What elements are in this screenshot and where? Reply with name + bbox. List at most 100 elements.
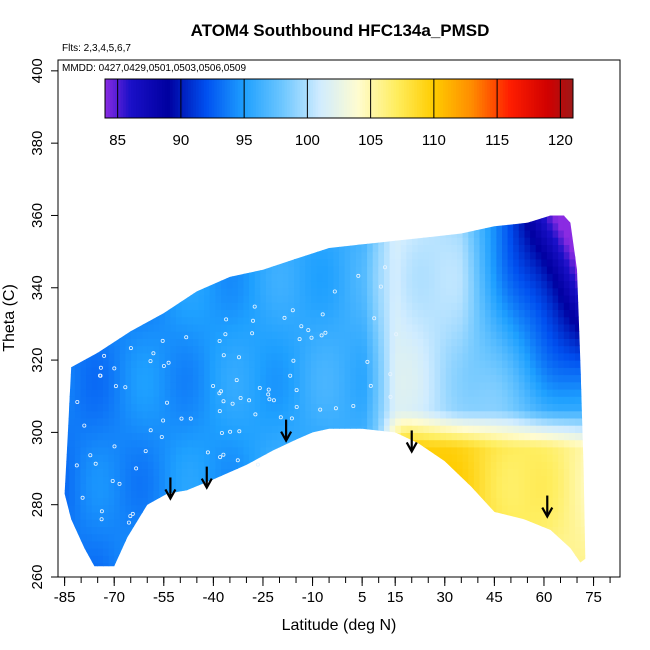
field-cell xyxy=(164,555,171,564)
field-cell xyxy=(389,215,396,224)
field-cell xyxy=(384,352,391,361)
field-cell xyxy=(412,483,419,491)
field-cell xyxy=(496,540,503,549)
field-cell xyxy=(221,446,228,455)
field-cell xyxy=(507,483,514,491)
field-cell xyxy=(91,280,98,289)
field-cell xyxy=(423,360,430,368)
field-cell xyxy=(125,266,132,274)
field-cell xyxy=(389,316,396,325)
field-cell xyxy=(288,302,295,310)
field-cell xyxy=(299,251,306,260)
field-cell xyxy=(507,562,514,567)
field-cell xyxy=(327,251,334,260)
field-cell xyxy=(58,244,64,252)
field-cell xyxy=(316,417,323,426)
field-cell xyxy=(164,244,171,253)
field-cell xyxy=(243,439,250,448)
field-cell xyxy=(221,504,228,513)
field-cell xyxy=(328,201,334,209)
field-cell xyxy=(339,526,346,535)
field-cell xyxy=(367,497,374,506)
field-cell xyxy=(215,280,222,289)
field-cell xyxy=(209,244,216,253)
field-cell xyxy=(468,237,475,245)
field-cell xyxy=(400,425,407,433)
field-cell xyxy=(350,417,357,426)
field-cell xyxy=(86,468,93,477)
field-cell xyxy=(204,360,211,368)
field-cell xyxy=(108,352,115,361)
field-cell xyxy=(159,309,166,318)
field-cell xyxy=(221,287,228,296)
field-cell xyxy=(541,381,548,390)
field-cell xyxy=(367,352,374,361)
field-cell xyxy=(170,533,177,542)
field-cell xyxy=(147,533,155,542)
field-cell xyxy=(552,548,559,556)
field-cell xyxy=(563,338,570,347)
field-cell xyxy=(198,258,205,267)
field-cell xyxy=(502,244,509,253)
field-cell xyxy=(159,511,166,520)
field-cell xyxy=(260,323,267,332)
field-cell xyxy=(479,237,486,245)
field-cell xyxy=(164,237,171,245)
field-cell xyxy=(310,215,318,216)
field-cell xyxy=(316,483,323,491)
field-cell xyxy=(159,360,166,368)
field-cell xyxy=(221,323,228,332)
field-cell xyxy=(490,475,497,484)
field-cell xyxy=(80,540,87,549)
field-cell xyxy=(367,577,373,585)
field-cell xyxy=(192,287,200,296)
field-cell xyxy=(170,381,177,390)
field-cell xyxy=(350,215,357,216)
field-cell xyxy=(125,533,132,542)
field-cell xyxy=(147,461,155,470)
field-cell xyxy=(204,548,211,556)
field-cell xyxy=(485,555,492,564)
field-cell xyxy=(170,280,177,289)
field-cell xyxy=(80,352,87,361)
field-cell xyxy=(418,570,424,578)
field-cell xyxy=(434,352,441,361)
field-cell xyxy=(86,338,93,347)
field-cell xyxy=(384,381,391,390)
field-cell xyxy=(86,403,93,412)
field-cell xyxy=(485,410,492,419)
field-cell xyxy=(502,215,509,216)
field-cell xyxy=(170,229,177,238)
field-cell xyxy=(310,555,318,564)
field-cell xyxy=(97,360,104,368)
field-cell xyxy=(64,497,70,506)
field-cell xyxy=(558,417,565,426)
field-cell xyxy=(546,374,554,383)
field-cell xyxy=(103,511,110,520)
field-cell xyxy=(176,468,183,477)
field-cell xyxy=(362,570,368,578)
field-cell xyxy=(406,381,413,390)
field-cell xyxy=(187,287,194,296)
field-cell xyxy=(282,483,289,491)
field-cell xyxy=(513,497,520,506)
field-cell xyxy=(350,490,357,498)
field-cell xyxy=(294,345,301,354)
field-cell xyxy=(406,215,413,216)
field-cell xyxy=(372,461,379,470)
field-cell xyxy=(74,497,82,506)
field-cell xyxy=(339,389,346,397)
field-cell xyxy=(215,295,222,303)
field-cell xyxy=(305,540,312,549)
field-cell xyxy=(176,215,183,224)
field-cell xyxy=(159,389,166,397)
field-cell xyxy=(108,483,115,491)
field-cell xyxy=(373,577,379,585)
field-cell xyxy=(159,222,166,231)
field-cell xyxy=(546,229,554,238)
field-cell xyxy=(339,251,346,260)
field-cell xyxy=(355,533,363,542)
field-cell xyxy=(322,475,329,484)
field-cell xyxy=(479,302,486,310)
field-cell xyxy=(237,555,244,564)
